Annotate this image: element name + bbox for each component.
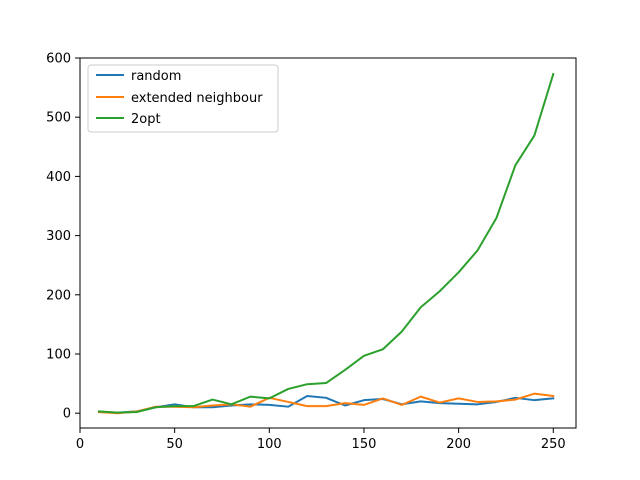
y-axis: 0 100 200 300 400 500 600 bbox=[46, 52, 80, 422]
series-layer bbox=[97, 72, 555, 415]
series-line-2opt bbox=[97, 72, 555, 414]
x-tick-label: 250 bbox=[541, 437, 566, 452]
x-tick-label: 200 bbox=[446, 437, 471, 452]
x-tick-label: 0 bbox=[76, 437, 84, 452]
legend-box bbox=[87, 64, 279, 133]
x-axis: 0 50 100 150 200 250 bbox=[76, 428, 566, 452]
y-tick-label: 200 bbox=[46, 288, 71, 303]
x-tick-label: 50 bbox=[166, 437, 183, 452]
legend-label-2opt: 2opt bbox=[131, 112, 161, 127]
legend-label-random: random bbox=[131, 69, 181, 84]
series-line-random bbox=[97, 395, 555, 414]
legend-label-extended-neighbour: extended neighbour bbox=[131, 91, 263, 106]
legend: random extended neighbour 2opt bbox=[87, 64, 279, 133]
y-tick-label: 600 bbox=[46, 52, 71, 67]
y-tick-label: 500 bbox=[46, 111, 71, 126]
x-tick-label: 100 bbox=[257, 437, 282, 452]
y-tick-label: 400 bbox=[46, 170, 71, 185]
plot-frame bbox=[79, 57, 577, 429]
y-tick-label: 100 bbox=[46, 348, 71, 363]
x-tick-label: 150 bbox=[352, 437, 377, 452]
y-tick-label: 300 bbox=[46, 229, 71, 244]
y-tick-label: 0 bbox=[63, 407, 71, 422]
